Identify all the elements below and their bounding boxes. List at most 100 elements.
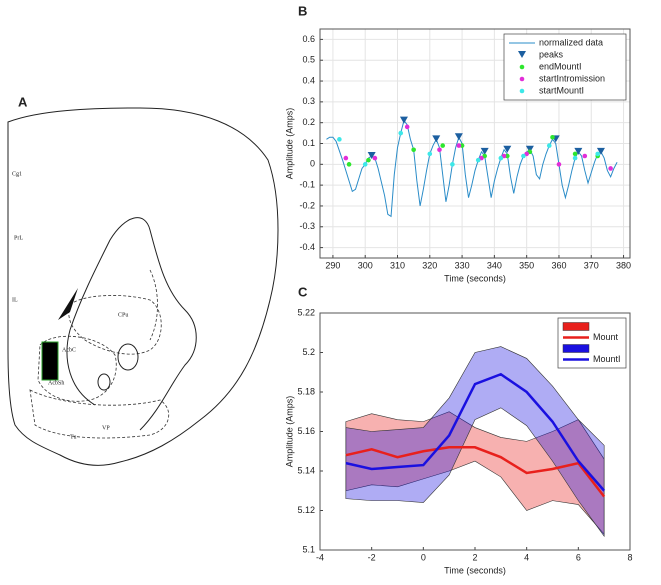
region-label: Cg1 [12, 171, 22, 177]
cpu-outline [68, 295, 162, 355]
y-tick-label: 5.12 [297, 505, 315, 515]
x-tick-label: 6 [576, 552, 581, 562]
chart: C -4 -2 0 2 4 6 8 5.1 5.12 5.14 5.16 5.18 5.2 5.22 Time… [284, 284, 632, 575]
x-tick-label: 360 [551, 260, 566, 270]
x-tick-label: -2 [368, 552, 376, 562]
x-tick-label: 0 [421, 552, 426, 562]
peak-marker [399, 116, 408, 124]
x-tick-label: 350 [519, 260, 534, 270]
y-tick-label: 0.3 [302, 96, 315, 106]
y-tick-label: -0.3 [299, 221, 315, 231]
acb-outline [37, 335, 117, 402]
legend-marker [519, 64, 525, 70]
region-label: AcbSh [48, 380, 64, 386]
event-marker [556, 162, 562, 167]
event-marker [404, 124, 410, 130]
commissure [97, 373, 111, 391]
legend-patch [562, 344, 590, 353]
x-tick-label: 340 [487, 260, 502, 270]
x-tick-label: 370 [584, 260, 599, 270]
data-line [326, 119, 618, 218]
legend-label: Mount [593, 332, 619, 342]
peak-marker [525, 145, 534, 153]
panel-label: B [298, 3, 307, 18]
event-marker [362, 162, 368, 167]
legend-label: MountI [593, 354, 621, 364]
event-marker [582, 153, 588, 159]
event-marker [459, 143, 465, 148]
event-marker [450, 162, 455, 167]
brain-outline [7, 107, 279, 466]
event-marker [595, 151, 601, 157]
event-marker [437, 147, 442, 153]
legend-patch [562, 322, 590, 331]
event-marker [521, 153, 526, 159]
y-tick-label: 5.18 [297, 386, 315, 396]
plot-frame [319, 312, 631, 551]
x-tick-label: 8 [627, 552, 632, 562]
plot-frame [319, 28, 631, 259]
event-marker [456, 143, 462, 148]
peak-marker [574, 147, 583, 155]
panel-label: A [18, 94, 28, 109]
legend-box [503, 33, 627, 101]
chart: B 290 300 310 320 330 340 350 360 370 380 -0.4 -0.3 -… [284, 3, 631, 283]
event-marker [427, 151, 433, 157]
peak-marker [367, 151, 376, 159]
y-tick-label: 5.2 [302, 347, 315, 357]
x-tick-label: 380 [616, 260, 631, 270]
y-tick-label: 0.6 [302, 34, 315, 44]
panel-a: A Cg1 PrL IL CPu AcbC AcbSh VP Tu [7, 94, 279, 466]
y-tick-label: -0.1 [299, 180, 315, 190]
legend-marker [519, 76, 525, 82]
y-tick-label: 5.14 [297, 465, 315, 475]
peak-marker [480, 147, 489, 155]
region-label: PrL [14, 235, 23, 241]
peak-marker [503, 145, 512, 153]
event-marker [504, 153, 510, 159]
panel-label: C [298, 284, 308, 299]
x-tick-label: 2 [472, 552, 477, 562]
region-label: Tu [70, 434, 76, 440]
event-marker [572, 155, 578, 161]
event-marker [550, 134, 555, 140]
event-marker [572, 151, 578, 157]
y-axis-label: Amplitude (Amps) [284, 396, 294, 468]
event-marker [346, 162, 352, 167]
peak-marker [454, 133, 463, 141]
legend-label: startIntromission [539, 73, 605, 83]
event-marker [608, 166, 613, 171]
lateral-outline [149, 269, 158, 341]
event-marker [398, 130, 404, 136]
peak-marker [596, 147, 605, 155]
event-marker [343, 155, 349, 161]
event-marker [337, 137, 342, 142]
legend-marker [518, 51, 526, 58]
ventricle [117, 343, 139, 371]
x-tick-label: -4 [316, 552, 324, 562]
legend-label: endMountI [539, 61, 582, 71]
y-tick-label: 0 [310, 159, 315, 169]
inner-outline [66, 217, 197, 431]
y-tick-label: 5.16 [297, 426, 315, 436]
event-marker [372, 155, 378, 161]
data-line [345, 372, 606, 492]
event-marker [475, 157, 481, 163]
event-marker [440, 143, 446, 148]
y-axis-label: Amplitude (Amps) [284, 108, 294, 180]
confidence-band [345, 346, 605, 538]
legend-label: normalized data [539, 37, 603, 47]
data-line [345, 446, 606, 498]
y-tick-label: 5.1 [302, 544, 315, 554]
x-tick-label: 290 [325, 260, 340, 270]
region-label: VP [102, 425, 110, 431]
ventricle-wedge [58, 288, 78, 320]
y-tick-label: 0.5 [302, 55, 315, 65]
event-marker [546, 143, 552, 148]
region-label: AcbC [62, 347, 76, 353]
peak-marker [432, 135, 441, 143]
x-tick-label: 4 [524, 552, 529, 562]
y-tick-label: 0.2 [302, 117, 315, 127]
x-axis-label: Time (seconds) [444, 565, 506, 575]
y-tick-label: 0.1 [302, 138, 315, 148]
